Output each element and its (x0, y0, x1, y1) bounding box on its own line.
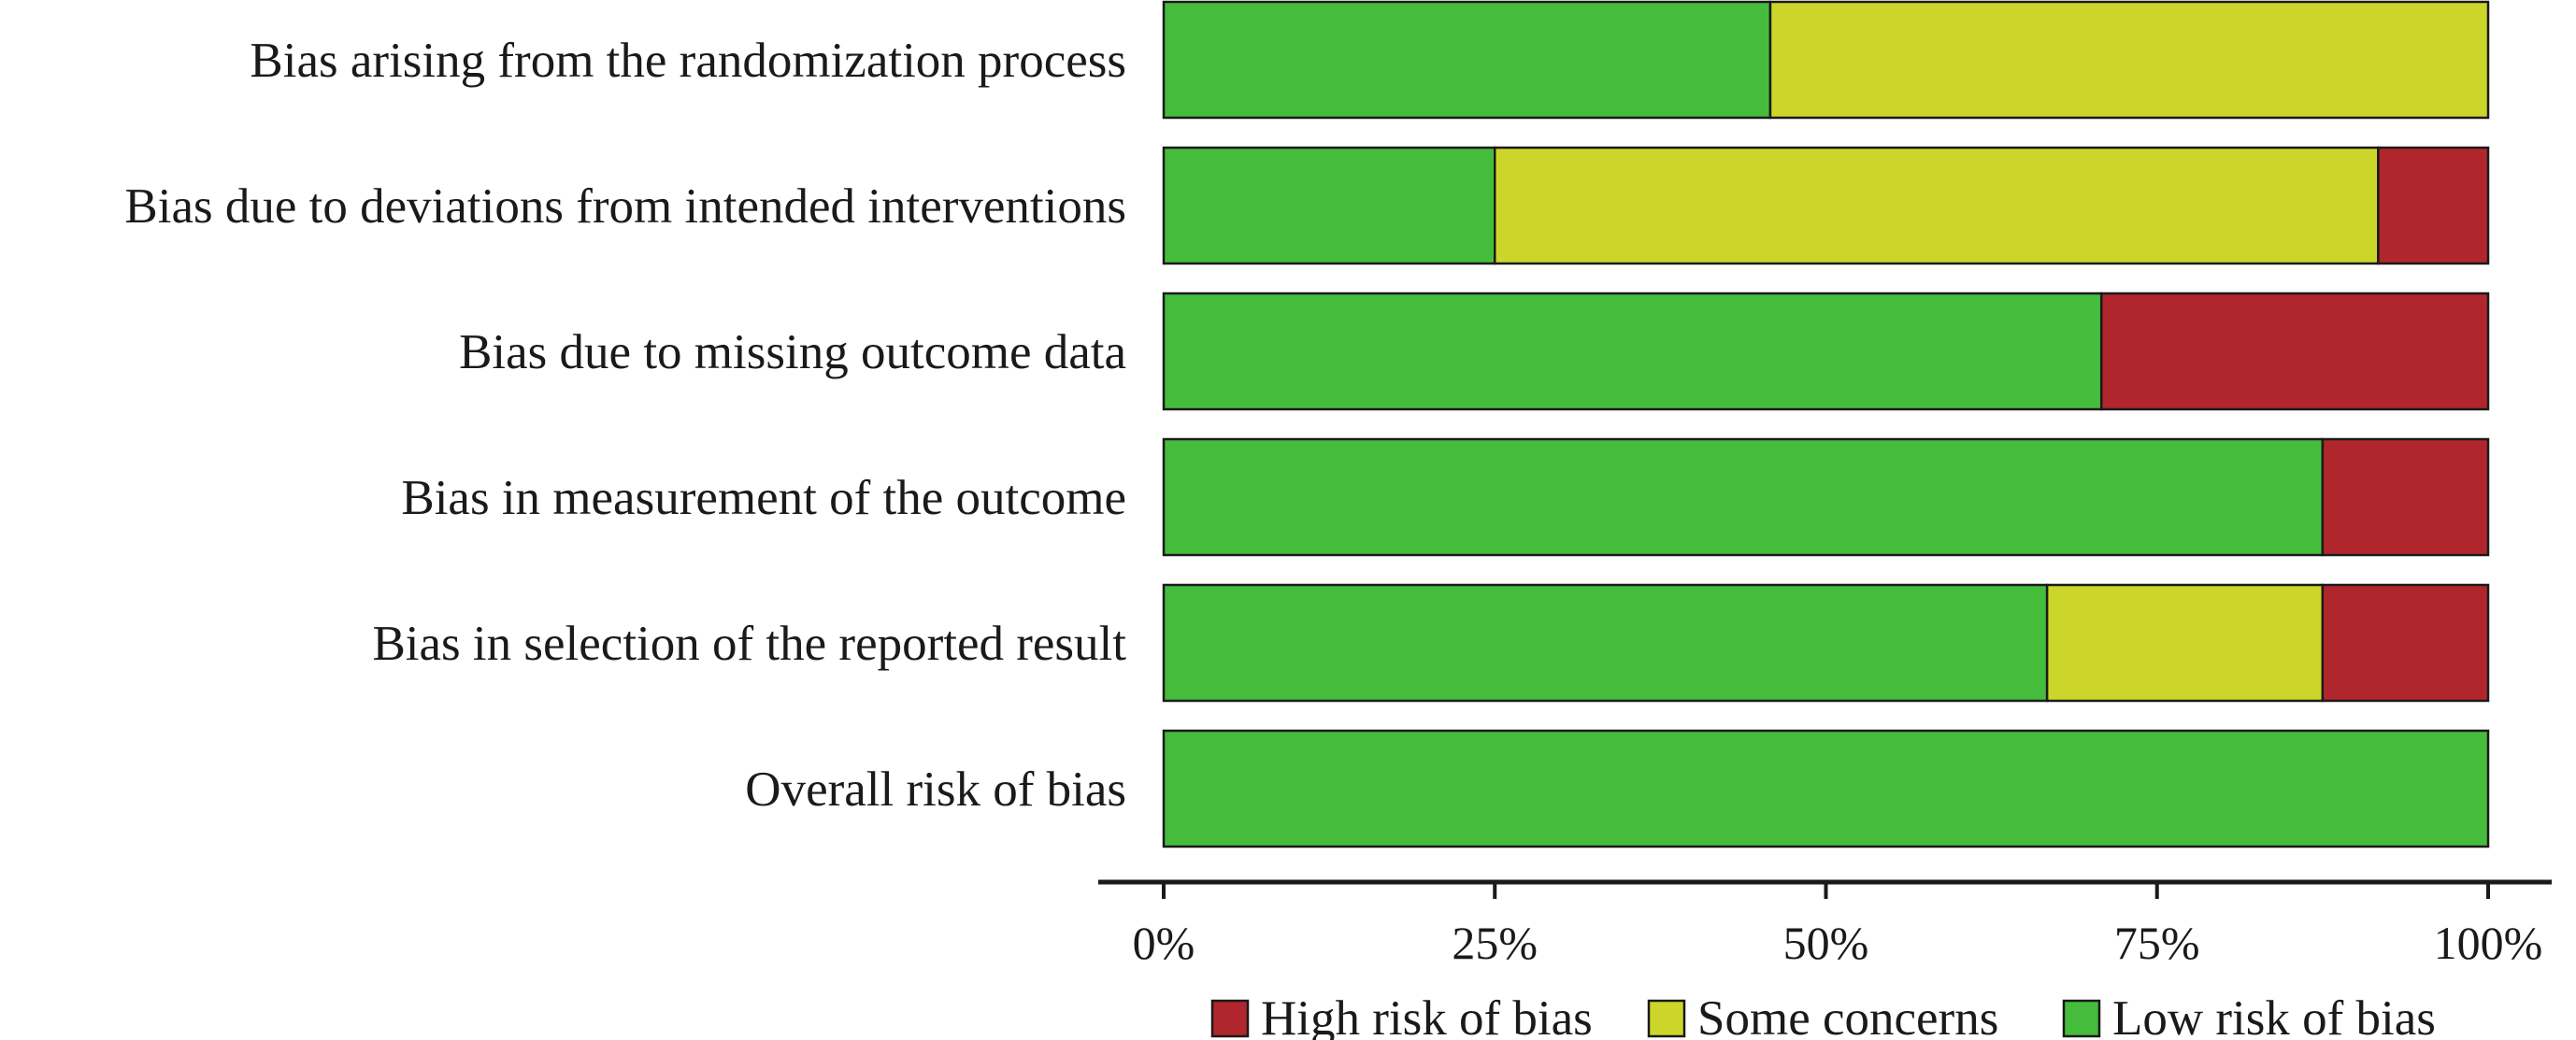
bar-segment-low-risk-of-bias-4 (1162, 437, 2325, 557)
bar-segment-high-risk-of-bias-2 (2377, 146, 2490, 265)
category-label-4: Bias in measurement of the outcome (401, 471, 1126, 525)
bar-segment-high-risk-of-bias-3 (2099, 292, 2490, 411)
bar-segment-low-risk-of-bias-5 (1162, 583, 2049, 703)
category-label-6: Overall risk of bias (745, 762, 1126, 817)
x-tick-label-4: 75% (2114, 917, 2200, 969)
bar-segment-some-concerns-1 (1768, 0, 2490, 120)
legend-swatch-some-concerns (1647, 999, 1686, 1038)
legend-label-low-risk-of-bias: Low risk of bias (2112, 991, 2436, 1040)
legend-swatch-low-risk-of-bias (2062, 999, 2101, 1038)
category-label-5: Bias in selection of the reported result (372, 617, 1126, 671)
bar-segment-some-concerns-2 (1494, 146, 2380, 265)
x-tick-label-3: 50% (1783, 917, 1869, 969)
legend-swatch-high-risk-of-bias (1210, 999, 1250, 1038)
bar-segment-low-risk-of-bias-6 (1162, 729, 2490, 848)
bar-segment-some-concerns-5 (2045, 583, 2325, 703)
category-labels-group: Bias arising from the randomization proc… (124, 34, 1126, 817)
bar-segment-high-risk-of-bias-5 (2321, 583, 2490, 703)
legend-label-some-concerns: Some concerns (1697, 991, 1998, 1040)
bar-segment-high-risk-of-bias-4 (2321, 437, 2490, 557)
x-tick-label-1: 0% (1133, 917, 1195, 969)
x-tick-label-2: 25% (1452, 917, 1538, 969)
bar-segment-low-risk-of-bias-1 (1162, 0, 1772, 120)
bar-segment-low-risk-of-bias-3 (1162, 292, 2103, 411)
legend-label-high-risk-of-bias: High risk of bias (1261, 991, 1593, 1040)
category-label-2: Bias due to deviations from intended int… (124, 179, 1126, 234)
category-label-3: Bias due to missing outcome data (459, 325, 1126, 379)
bar-segment-low-risk-of-bias-2 (1162, 146, 1496, 265)
x-tick-label-5: 100% (2434, 917, 2543, 969)
category-label-1: Bias arising from the randomization proc… (250, 34, 1126, 88)
legend: High risk of bias Some concerns Low risk o… (1210, 991, 2436, 1040)
x-axis: 0% 25% 50% 75% 100% (1098, 879, 2552, 969)
bars-group (1162, 0, 2490, 848)
